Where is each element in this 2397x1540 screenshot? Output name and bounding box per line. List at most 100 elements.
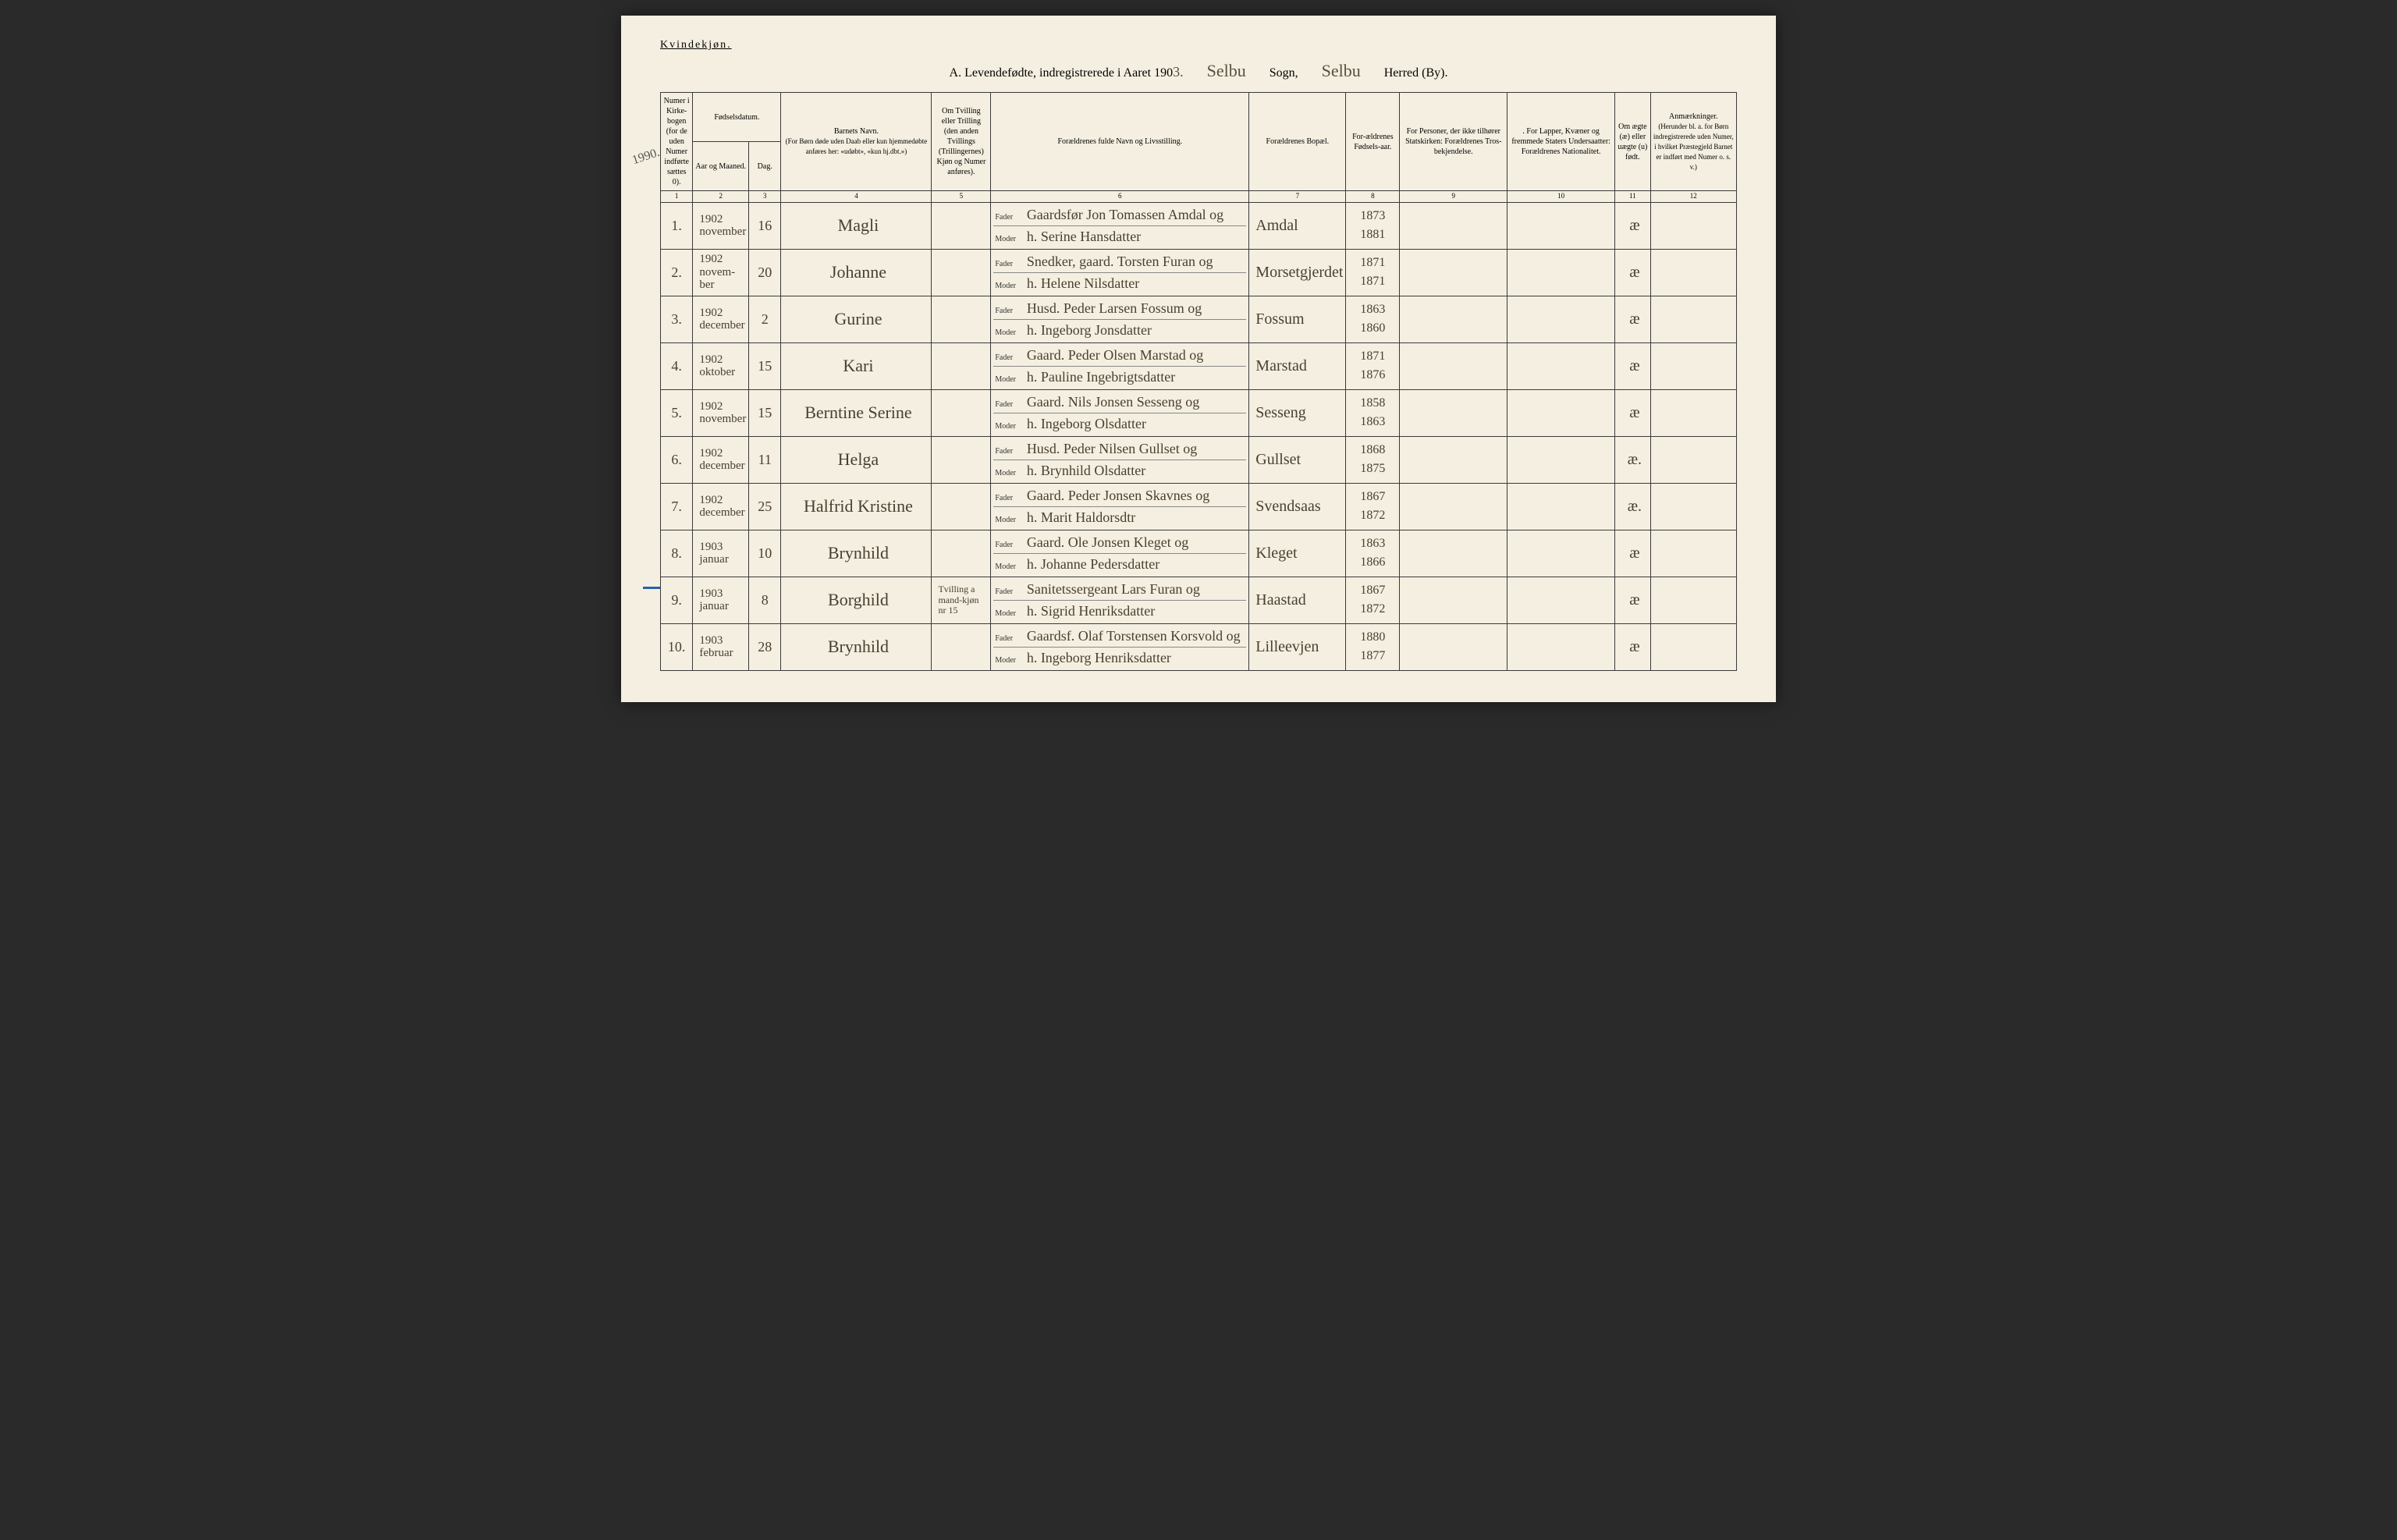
row-number: 7. [661,483,693,530]
confession [1400,577,1507,623]
title-row: A. Levendefødte, indregistrerede i Aaret… [660,61,1737,81]
legitimacy: æ [1615,202,1651,249]
nationality [1507,530,1615,577]
title-prefix: A. Levendefødte, indregistrerede i Aaret… [950,66,1174,80]
table-row: 8.1903 januar10BrynhildFader Gaard. Ole … [661,530,1737,577]
confession [1400,530,1507,577]
parent-years: 18711876 [1346,342,1400,389]
child-name: Kari [781,342,932,389]
parent-years: 18671872 [1346,577,1400,623]
parent-years: 18631860 [1346,296,1400,342]
col-header: Forældrenes Bopæl. [1249,93,1346,191]
birth-year-month: 1902 oktober [693,342,749,389]
nationality [1507,483,1615,530]
twin-note [932,623,991,670]
col-number: 6 [991,191,1249,203]
nationality [1507,436,1615,483]
remarks [1650,483,1736,530]
parent-years: 18581863 [1346,389,1400,436]
twin-note [932,249,991,296]
residence: Marstad [1249,342,1346,389]
margin-note-1990: 1990. [630,146,662,168]
residence: Svendsaas [1249,483,1346,530]
nationality [1507,623,1615,670]
row-number: 9. [661,577,693,623]
col-header: . For Lapper, Kvæner og fremmede Staters… [1507,93,1615,191]
col-header: For-ældrenes Fødsels-aar. [1346,93,1400,191]
col-number: 12 [1650,191,1736,203]
remarks [1650,202,1736,249]
col-header: Barnets Navn. (For Børn døde uden Daab e… [781,93,932,191]
birth-year-month: 1902 november [693,389,749,436]
child-name: Brynhild [781,530,932,577]
twin-note: Tvilling a mand-kjøn nr 15 [932,577,991,623]
twin-note [932,436,991,483]
col-header: For Personer, der ikke tilhører Statskir… [1400,93,1507,191]
legitimacy: æ [1615,577,1651,623]
table-row: 4.1902 oktober15KariFader Gaard. Peder O… [661,342,1737,389]
table-header: Numer i Kirke-bogen (for de uden Numer i… [661,93,1737,203]
row-number: 5. [661,389,693,436]
residence: Gullset [1249,436,1346,483]
table-body: 1.1902 november16MagliFader Gaardsfør Jo… [661,202,1737,670]
table-row: 10.1903 februar28BrynhildFader Gaardsf. … [661,623,1737,670]
remarks [1650,342,1736,389]
row-number: 6. [661,436,693,483]
birth-year-month: 1902 december [693,296,749,342]
col-header: Fødselsdatum. [693,93,781,142]
col-number: 11 [1615,191,1651,203]
legitimacy: æ. [1615,436,1651,483]
birth-year-month: 1903 januar [693,530,749,577]
table-row: 6.1902 december11HelgaFader Husd. Peder … [661,436,1737,483]
parents-cell: Fader Sanitetssergeant Lars Furan ogMode… [991,577,1249,623]
legitimacy: æ [1615,530,1651,577]
legitimacy: æ [1615,249,1651,296]
child-name: Johanne [781,249,932,296]
confession [1400,249,1507,296]
birth-year-month: 1903 februar [693,623,749,670]
remarks [1650,436,1736,483]
herred-label: Herred (By). [1384,66,1448,80]
col-number: 9 [1400,191,1507,203]
parent-years: 18711871 [1346,249,1400,296]
birth-day: 11 [749,436,781,483]
twin-note [932,483,991,530]
herred-value: Selbu [1322,61,1361,81]
residence: Lilleevjen [1249,623,1346,670]
table-row: 3.1902 december2GurineFader Husd. Peder … [661,296,1737,342]
ledger-table: Numer i Kirke-bogen (for de uden Numer i… [660,92,1737,671]
row-number: 3. [661,296,693,342]
child-name: Berntine Serine [781,389,932,436]
parents-cell: Fader Gaard. Peder Olsen Marstad ogModer… [991,342,1249,389]
row-number: 1. [661,202,693,249]
blue-mark [643,587,660,589]
col-number: 1 [661,191,693,203]
legitimacy: æ [1615,623,1651,670]
table-row: 5.1902 november15Berntine SerineFader Ga… [661,389,1737,436]
twin-note [932,202,991,249]
nationality [1507,577,1615,623]
col-header: Anmærkninger. (Herunder bl. a. for Børn … [1650,93,1736,191]
parents-cell: Fader Gaard. Nils Jonsen Sesseng ogModer… [991,389,1249,436]
table-row: 9.1903 januar8BorghildTvilling a mand-kj… [661,577,1737,623]
parent-years: 18681875 [1346,436,1400,483]
birth-day: 10 [749,530,781,577]
sogn-label: Sogn, [1270,66,1298,80]
twin-note [932,530,991,577]
gender-label: Kvindekjøn. [660,39,1737,51]
birth-day: 20 [749,249,781,296]
nationality [1507,296,1615,342]
parents-cell: Fader Gaardsf. Olaf Torstensen Korsvold … [991,623,1249,670]
remarks [1650,296,1736,342]
legitimacy: æ [1615,296,1651,342]
twin-note [932,296,991,342]
parents-cell: Fader Gaard. Peder Jonsen Skavnes ogMode… [991,483,1249,530]
parent-years: 18631866 [1346,530,1400,577]
birth-year-month: 1902 novem-ber [693,249,749,296]
birth-day: 2 [749,296,781,342]
parents-cell: Fader Snedker, gaard. Torsten Furan ogMo… [991,249,1249,296]
birth-year-month: 1902 november [693,202,749,249]
birth-year-month: 1902 december [693,436,749,483]
table-row: 1.1902 november16MagliFader Gaardsfør Jo… [661,202,1737,249]
residence: Kleget [1249,530,1346,577]
